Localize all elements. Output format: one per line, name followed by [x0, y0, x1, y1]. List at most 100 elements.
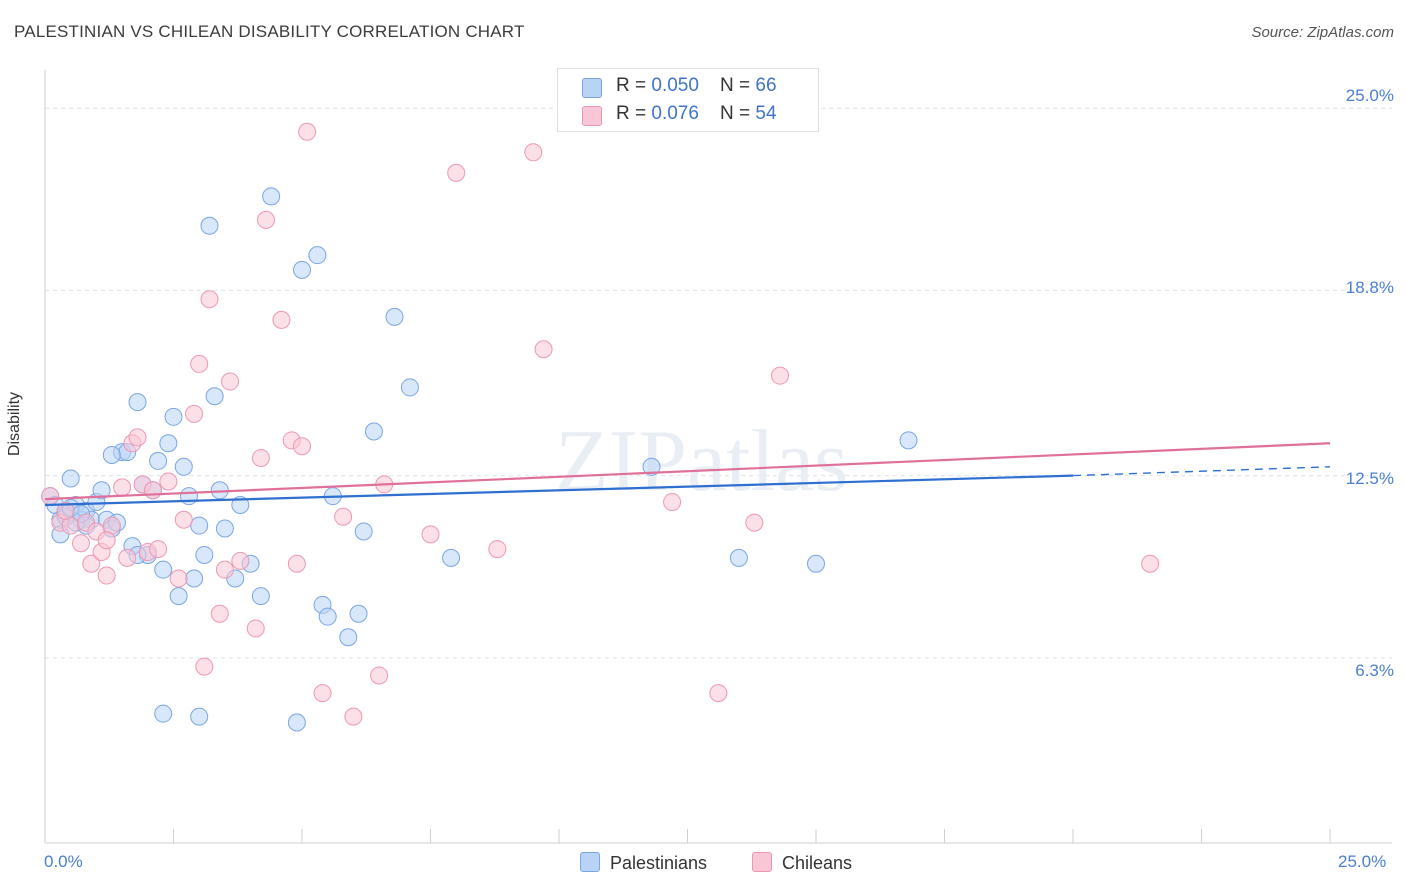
r-label: R =	[616, 103, 652, 124]
chilean-point	[149, 540, 168, 559]
palestinians-trend-extension	[1072, 466, 1331, 477]
palestinians-points	[41, 187, 918, 732]
chilean-point	[251, 448, 270, 467]
legend-label: Chileans	[782, 853, 853, 873]
palestinian-point	[190, 516, 209, 535]
legend-item-chileans: Chileans	[752, 852, 852, 874]
chilean-point	[215, 560, 234, 579]
chilean-point	[97, 566, 116, 585]
stats-legend: R = 0.050 N = 66 R = 0.076 N = 54	[557, 68, 819, 132]
chilean-point	[56, 501, 75, 520]
palestinian-point	[364, 422, 383, 441]
chart-title: PALESTINIAN VS CHILEAN DISABILITY CORREL…	[14, 22, 525, 41]
chilean-point	[195, 657, 214, 676]
palestinian-point	[215, 519, 234, 538]
chilean-point	[185, 404, 204, 423]
palestinian-point	[729, 548, 748, 567]
palestinian-point	[185, 569, 204, 588]
n-label: N =	[720, 103, 756, 124]
palestinian-point	[262, 187, 281, 206]
chilean-point	[257, 210, 276, 229]
chilean-point	[118, 548, 137, 567]
palestinian-point	[169, 587, 188, 606]
x-axis-ticks	[44, 829, 1331, 843]
chilean-point	[1141, 554, 1160, 573]
r-value: 0.076	[651, 103, 699, 124]
chilean-point	[174, 510, 193, 529]
palestinian-point	[642, 457, 661, 476]
palestinian-point	[128, 393, 147, 412]
chilean-point	[293, 437, 311, 456]
y-axis-label: Disability	[6, 391, 23, 456]
chilean-point	[169, 569, 188, 588]
palestinian-point	[349, 604, 368, 623]
y-tick-label: 6.3%	[1355, 661, 1394, 680]
palestinian-point	[400, 378, 419, 397]
r-value: 0.050	[651, 75, 699, 96]
palestinian-point	[308, 246, 327, 265]
palestinian-point	[442, 548, 461, 567]
chilean-point	[143, 481, 162, 500]
palestinian-point	[231, 495, 250, 514]
chileans-legend-swatch	[752, 852, 772, 872]
palestinian-point	[339, 628, 358, 647]
chilean-point	[200, 290, 219, 309]
chilean-point	[82, 554, 101, 573]
chilean-point	[113, 478, 132, 497]
y-tick-label: 12.5%	[1345, 469, 1394, 488]
n-value: 54	[755, 103, 777, 124]
palestinian-point	[200, 216, 219, 235]
chilean-point	[663, 493, 682, 512]
chilean-point	[159, 472, 178, 491]
chilean-point	[97, 531, 116, 550]
palestinian-point	[287, 713, 306, 732]
chilean-point	[41, 487, 60, 506]
n-value: 66	[755, 75, 777, 96]
chilean-point	[298, 122, 317, 141]
palestinian-point	[318, 607, 337, 626]
palestinians-swatch	[582, 78, 602, 98]
chilean-point	[221, 372, 240, 391]
r-label: R =	[616, 75, 652, 96]
palestinian-point	[293, 260, 311, 279]
chilean-point	[488, 540, 507, 559]
palestinian-point	[154, 560, 173, 579]
chilean-point	[771, 366, 790, 385]
palestinian-point	[154, 704, 173, 723]
legend-item-palestinians: Palestinians	[580, 852, 707, 874]
chilean-point	[210, 604, 229, 623]
x-tick-label: 0.0%	[44, 852, 83, 871]
palestinian-point	[807, 554, 825, 573]
legend-label: Palestinians	[610, 853, 708, 873]
chilean-point	[370, 666, 389, 685]
palestinian-point	[164, 407, 183, 426]
chilean-point	[71, 534, 90, 553]
palestinian-point	[92, 481, 111, 500]
palestinian-point	[102, 446, 121, 465]
chilean-point	[246, 619, 265, 638]
palestinian-point	[354, 522, 373, 541]
chilean-point	[709, 684, 728, 703]
palestinians-legend-swatch	[580, 852, 600, 872]
x-tick-label: 25.0%	[1338, 852, 1387, 871]
chilean-point	[524, 143, 543, 162]
palestinian-point	[195, 545, 214, 564]
chilean-point	[534, 340, 553, 359]
chilean-point	[231, 551, 250, 570]
watermark: ZIPatlas	[555, 413, 848, 510]
chilean-point	[313, 684, 332, 703]
chilean-point	[421, 525, 440, 544]
chilean-point	[334, 507, 353, 526]
palestinian-point	[899, 431, 918, 450]
chileans-trend-line	[44, 442, 1331, 501]
y-tick-label: 25.0%	[1345, 86, 1394, 105]
source-label: Source: ZipAtlas.com	[1251, 24, 1394, 41]
y-tick-label: 18.8%	[1345, 278, 1394, 297]
palestinian-point	[159, 434, 178, 453]
chilean-point	[128, 428, 147, 447]
chilean-point	[344, 707, 363, 726]
chilean-point	[745, 513, 764, 532]
n-label: N =	[720, 75, 756, 96]
chilean-point	[272, 310, 291, 329]
